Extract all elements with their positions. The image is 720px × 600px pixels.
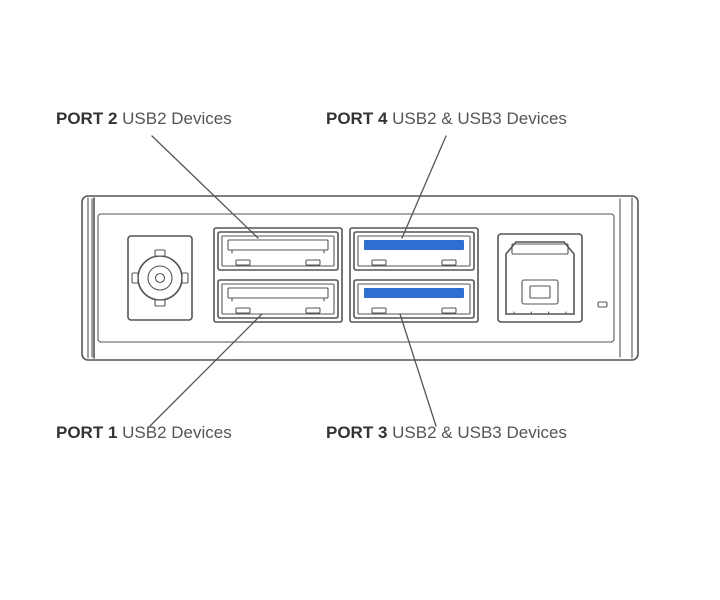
- diagram-canvas: PORT 2 USB2 Devices PORT 4 USB2 & USB3 D…: [0, 0, 720, 600]
- hub-diagram-svg: [0, 0, 720, 600]
